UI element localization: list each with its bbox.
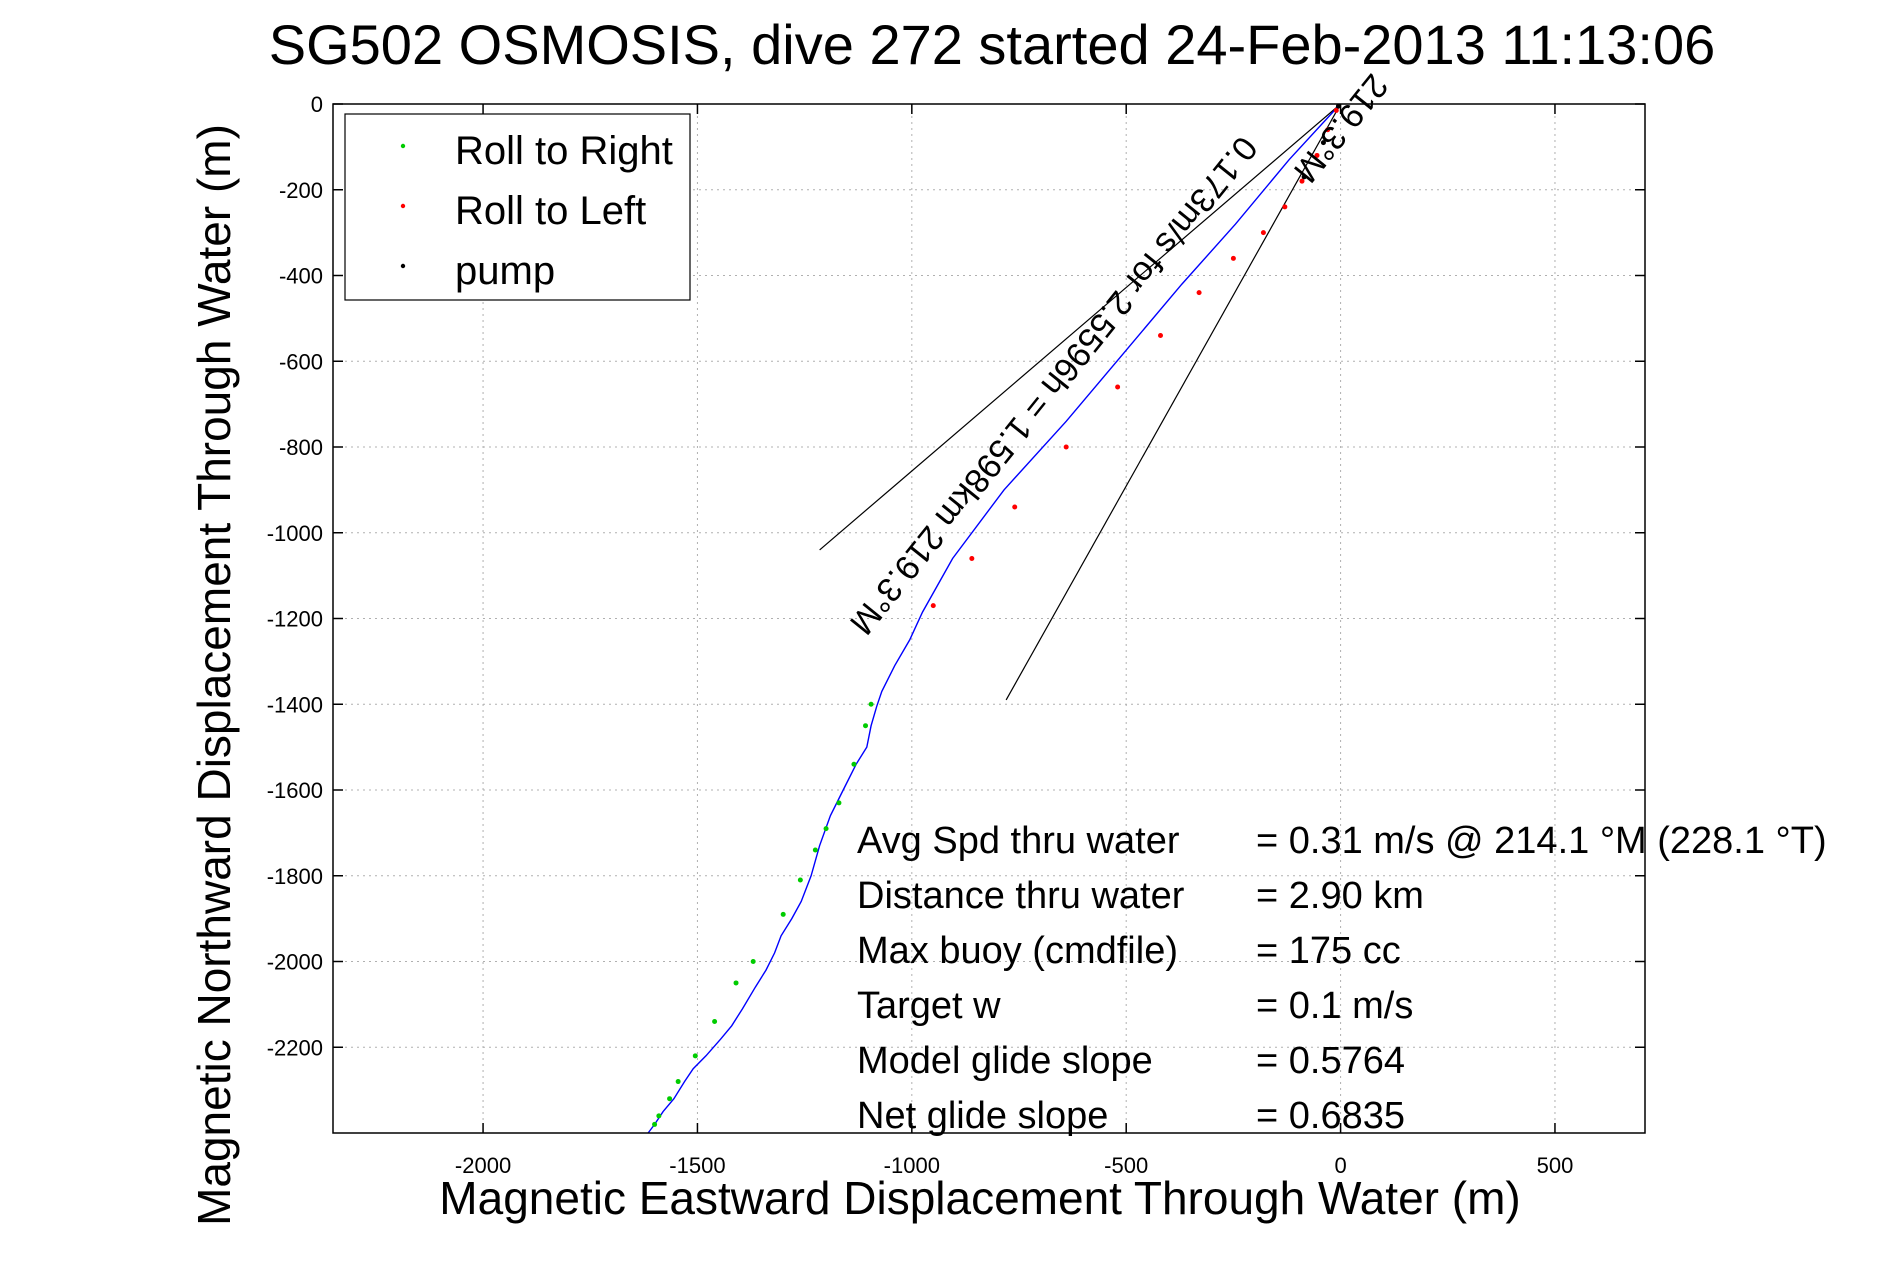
- legend-roll-to-left-label: Roll to Left: [455, 189, 646, 233]
- x-tick-label: -1500: [669, 1153, 725, 1178]
- roll-to-right-marker: [652, 1121, 658, 1127]
- annotation-label: Target w: [857, 985, 1001, 1027]
- x-tick-label: -1000: [884, 1153, 940, 1178]
- roll-to-left-marker: [1282, 204, 1288, 210]
- y-tick-label: -200: [279, 178, 323, 203]
- y-tick-label: -2000: [267, 950, 323, 975]
- annotation-label: Max buoy (cmdfile): [857, 930, 1178, 972]
- x-tick-label: -2000: [455, 1153, 511, 1178]
- y-tick-label: -1200: [267, 607, 323, 632]
- roll-to-right-marker: [656, 1113, 662, 1119]
- annotation-value: = 0.1 m/s: [1256, 985, 1413, 1027]
- chart-title: SG502 OSMOSIS, dive 272 started 24-Feb-2…: [269, 13, 1715, 76]
- roll-to-right-marker: [712, 1019, 718, 1025]
- legend-roll-to-left-swatch: [400, 203, 406, 209]
- roll-to-left-marker: [1299, 178, 1305, 184]
- y-tick-label: 0: [311, 92, 323, 117]
- roll-to-right-marker: [836, 800, 842, 806]
- y-axis-label: Magnetic Northward Displacement Through …: [188, 124, 240, 1226]
- annotation-value: = 0.31 m/s @ 214.1 °M (228.1 °T): [1256, 820, 1827, 862]
- annotation-value: = 0.5764: [1256, 1040, 1405, 1082]
- roll-to-left-marker: [1325, 127, 1331, 133]
- x-tick-label: -500: [1104, 1153, 1148, 1178]
- roll-to-left-marker: [1158, 333, 1164, 339]
- annotation-label: Net glide slope: [857, 1095, 1108, 1137]
- roll-to-left-marker: [1115, 384, 1121, 390]
- legend-pump-label: pump: [455, 249, 555, 293]
- annotation-value: = 2.90 km: [1256, 875, 1424, 917]
- legend-roll-to-right-swatch: [400, 143, 406, 149]
- roll-to-right-marker: [823, 826, 829, 832]
- roll-to-right-marker: [780, 911, 786, 917]
- roll-to-right-marker: [851, 761, 857, 767]
- annotation-value: = 175 cc: [1256, 930, 1401, 972]
- roll-to-left-marker: [1314, 152, 1320, 158]
- roll-to-left-marker: [1196, 290, 1202, 296]
- y-tick-label: -800: [279, 435, 323, 460]
- annotation-value: = 0.6835: [1256, 1095, 1405, 1137]
- x-axis-label: Magnetic Eastward Displacement Through W…: [439, 1172, 1520, 1224]
- roll-to-left-marker: [930, 603, 936, 609]
- y-tick-label: -1000: [267, 521, 323, 546]
- y-tick-label: -1600: [267, 778, 323, 803]
- y-tick-label: -1400: [267, 692, 323, 717]
- roll-to-left-marker: [1230, 255, 1236, 261]
- roll-to-right-marker: [812, 847, 818, 853]
- roll-to-right-marker: [863, 723, 869, 729]
- legend: Roll to Right Roll to Left pump: [344, 113, 691, 301]
- legend-pump-swatch: [400, 263, 406, 269]
- pump-marker: [1320, 140, 1326, 146]
- roll-to-left-marker: [1063, 444, 1069, 450]
- y-tick-label: -1800: [267, 864, 323, 889]
- axis-ticks: -2000 -1500 -1000 -500 0 500 0 -200 -400 -600 -800…: [267, 92, 1645, 1178]
- annotation-label: Avg Spd thru water: [857, 820, 1180, 862]
- y-tick-label: -2200: [267, 1035, 323, 1060]
- roll-to-left-marker: [1333, 107, 1339, 113]
- data-markers: [652, 103, 1341, 1127]
- heading-reference-lines: [819, 103, 1342, 701]
- legend-roll-to-right-label: Roll to Right: [455, 129, 673, 173]
- roll-to-right-marker: [692, 1053, 698, 1059]
- y-tick-label: -600: [279, 349, 323, 374]
- annotation-label: Distance thru water: [857, 875, 1185, 917]
- stats-annotations: Avg Spd thru water = 0.31 m/s @ 214.1 °M …: [857, 820, 1827, 1137]
- roll-to-right-marker: [675, 1079, 681, 1085]
- heading-reference-line: [1005, 103, 1342, 701]
- roll-to-right-marker: [750, 959, 756, 964]
- heading-reference-line: [819, 103, 1341, 551]
- pump-marker: [1301, 174, 1307, 180]
- roll-to-left-marker: [1012, 504, 1018, 510]
- roll-to-left-marker: [969, 555, 975, 561]
- y-tick-label: -400: [279, 264, 323, 289]
- roll-to-right-marker: [797, 877, 803, 883]
- roll-to-right-marker: [667, 1096, 673, 1102]
- roll-to-right-marker: [733, 980, 739, 986]
- roll-to-left-marker: [1260, 230, 1266, 236]
- x-tick-label: 500: [1537, 1153, 1574, 1178]
- annotation-label: Model glide slope: [857, 1040, 1153, 1082]
- roll-to-right-marker: [868, 701, 874, 707]
- pump-marker: [1335, 103, 1341, 109]
- x-tick-label: 0: [1334, 1153, 1346, 1178]
